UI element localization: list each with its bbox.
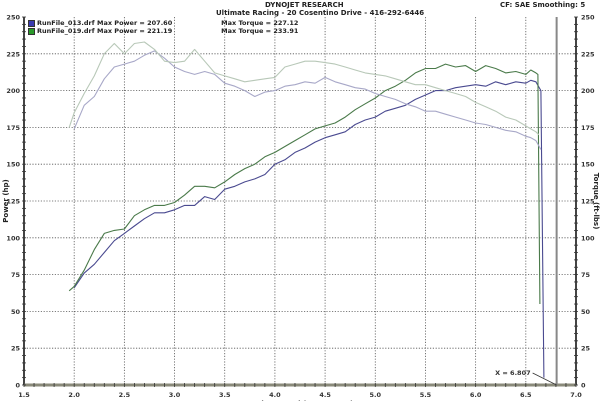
legend-item: RunFile_013.drf Max Power = 207.60 Max T…	[28, 19, 298, 27]
x-tick-label: 4.0	[269, 391, 281, 399]
legend-torque-label: Max Torque =	[221, 19, 272, 27]
legend-power-value: 221.19	[147, 27, 173, 35]
y-tick-label: 125	[6, 198, 20, 206]
legend-swatch-green	[28, 27, 35, 35]
legend-power-label: Max Power =	[97, 27, 145, 35]
legend-power-label: Max Power =	[97, 19, 145, 27]
y-tick-label: 75	[11, 271, 21, 279]
y2-tick-label: 200	[581, 87, 595, 95]
legend-file: RunFile_019.drf	[37, 27, 95, 35]
legend: RunFile_013.drf Max Power = 207.60 Max T…	[28, 19, 298, 35]
series-line	[68, 41, 540, 136]
legend-torque-label: Max Torque =	[221, 27, 272, 35]
y2-axis-title: Torque (ft-lbs)	[592, 173, 600, 230]
legend-swatch-blue	[28, 19, 35, 27]
y-tick-label: 25	[11, 345, 21, 353]
y2-tick-label: 25	[581, 345, 591, 353]
axes	[22, 16, 578, 387]
cursor-line: X = 6.807	[495, 17, 558, 386]
y2-tick-label: 50	[581, 308, 591, 316]
x-tick-label: 4.5	[319, 391, 331, 399]
x-tick-label: 2.5	[119, 391, 131, 399]
y-axis-title: Power (hp)	[2, 179, 10, 222]
x-tick-label: 2.0	[68, 391, 80, 399]
legend-torque-value: 227.12	[273, 19, 299, 27]
chart-subtitle: Ultimate Racing - 20 Cosentino Drive - 4…	[216, 9, 425, 17]
cursor-label: X = 6.807	[495, 369, 531, 377]
y2-tick-label: 125	[581, 198, 595, 206]
axis-labels: 1.5 2.0 2.5 3.0 3.5 4.0 4.5 5.0 5.5 6.0 6.5 7.00255…	[2, 14, 600, 401]
x-tick-label: 6.0	[470, 391, 482, 399]
series-line	[73, 50, 542, 150]
y2-tick-label: 0	[581, 382, 586, 390]
y-tick-label: 200	[6, 87, 20, 95]
data-series	[68, 41, 545, 378]
legend-item: RunFile_019.drf Max Power = 221.19 Max T…	[28, 27, 298, 35]
x-tick-label: 3.0	[169, 391, 181, 399]
series-line	[73, 79, 545, 378]
x-tick-label: 7.0	[570, 391, 582, 399]
y2-tick-label: 100	[581, 234, 595, 242]
legend-power-value: 207.60	[147, 19, 173, 27]
y-tick-label: 0	[15, 382, 20, 390]
grid-lines	[24, 17, 576, 385]
y2-tick-label: 175	[581, 124, 595, 132]
y-tick-label: 100	[6, 234, 20, 242]
y-tick-label: 50	[11, 308, 21, 316]
x-tick-label: 3.5	[219, 391, 231, 399]
y2-tick-label: 225	[581, 50, 595, 58]
chart-title: DYNOJET RESEARCH	[265, 1, 344, 9]
x-tick-label: 5.0	[370, 391, 382, 399]
x-tick-label: 6.5	[520, 391, 532, 399]
y-tick-label: 150	[6, 161, 20, 169]
y2-tick-label: 250	[581, 14, 595, 22]
legend-file: RunFile_013.drf	[37, 19, 95, 27]
x-tick-label: 1.5	[18, 391, 30, 399]
y-tick-label: 225	[6, 50, 20, 58]
x-tick-label: 5.5	[420, 391, 432, 399]
y2-tick-label: 150	[581, 161, 595, 169]
y-tick-label: 175	[6, 124, 20, 132]
y-tick-label: 250	[6, 14, 20, 22]
y2-tick-label: 75	[581, 271, 591, 279]
settings-label: CF: SAE Smoothing: 5	[500, 1, 586, 9]
legend-torque-value: 233.91	[273, 27, 299, 35]
series-line	[68, 63, 541, 305]
